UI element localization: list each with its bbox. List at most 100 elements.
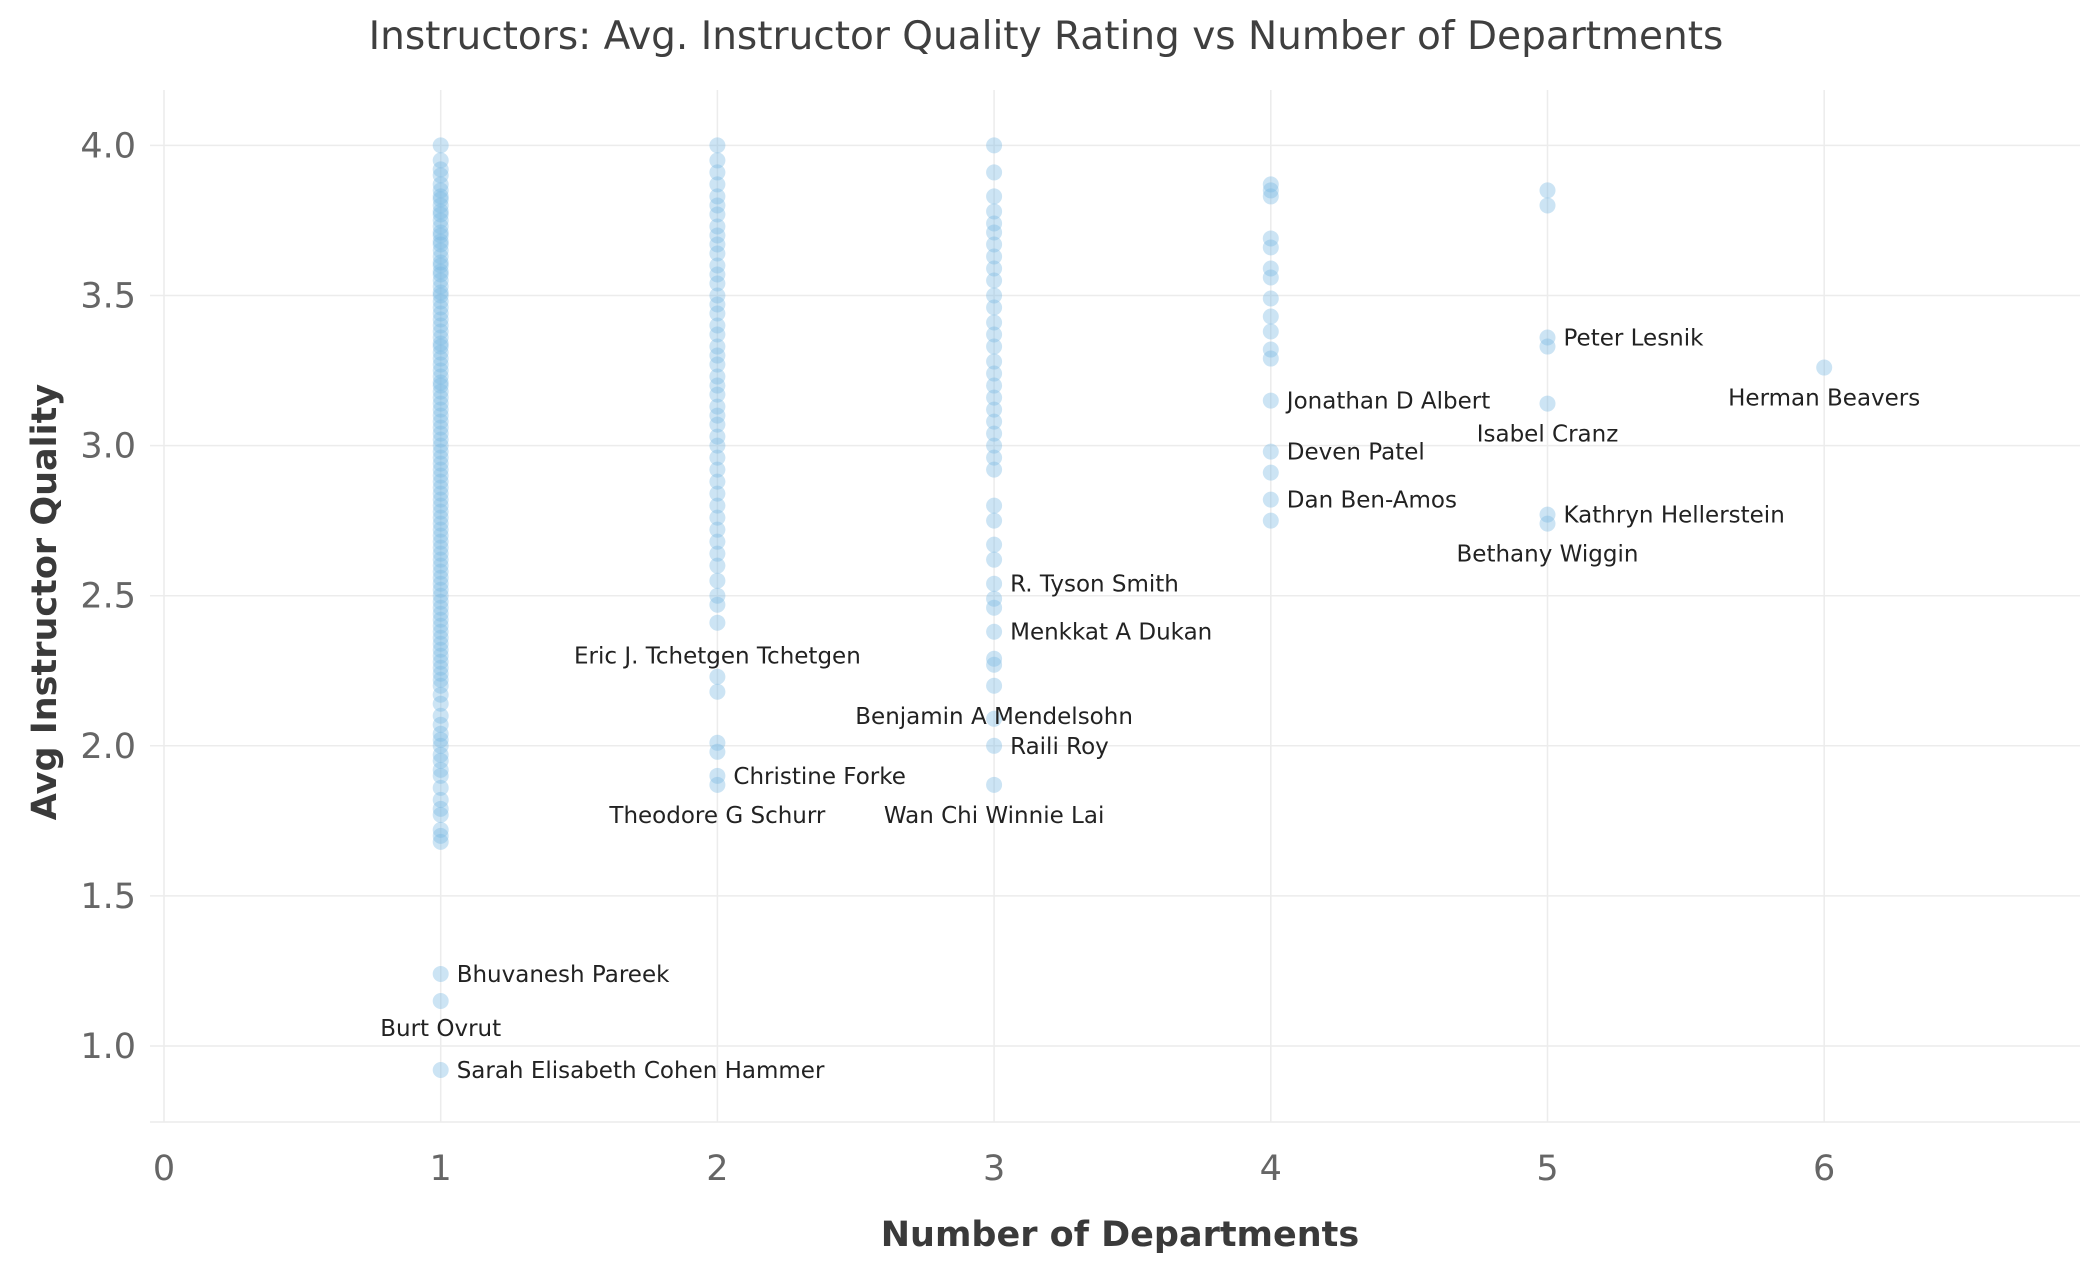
data-point: [432, 833, 449, 850]
data-point: [1262, 269, 1279, 286]
x-tick-label: 2: [706, 1149, 728, 1189]
data-point: [432, 431, 449, 448]
data-point: [432, 761, 449, 778]
data-point: [709, 416, 726, 433]
data-point: [986, 599, 1003, 616]
data-point: [432, 425, 449, 442]
x-axis-label: Number of Departments: [881, 1215, 1360, 1255]
data-point: [432, 467, 449, 484]
data-point: [709, 377, 726, 394]
point-label: R. Tyson Smith: [1010, 572, 1179, 598]
x-tick-label: 0: [153, 1149, 175, 1189]
data-point: [432, 707, 449, 724]
data-point: [432, 461, 449, 478]
point-label: Bhuvanesh Pareek: [457, 962, 670, 988]
data-point: [986, 314, 1003, 331]
data-point: [432, 677, 449, 694]
data-point: [1262, 491, 1279, 508]
data-point: [986, 737, 1003, 754]
data-point: [432, 623, 449, 640]
data-point: [709, 206, 726, 223]
data-point: [432, 395, 449, 412]
data-point: [432, 806, 449, 823]
data-point: [986, 164, 1003, 181]
data-point: [986, 272, 1003, 289]
data-point: [432, 206, 449, 223]
data-point: [1539, 395, 1556, 412]
point-label: Wan Chi Winnie Lai: [884, 803, 1105, 829]
data-point: [1262, 392, 1279, 409]
data-point: [986, 326, 1003, 343]
data-point: [986, 536, 1003, 553]
data-point: [432, 236, 449, 253]
data-point: [432, 374, 449, 391]
data-point: [432, 779, 449, 796]
data-point: [432, 563, 449, 580]
data-point: [432, 965, 449, 982]
point-label: Dan Ben-Amos: [1287, 488, 1457, 514]
data-point: [432, 188, 449, 205]
data-point: [432, 401, 449, 418]
y-tick-label: 2.5: [80, 577, 136, 617]
data-point: [432, 485, 449, 502]
data-point: [986, 137, 1003, 154]
point-label: Raili Roy: [1010, 734, 1109, 760]
data-point: [432, 284, 449, 301]
data-point: [709, 164, 726, 181]
point-label: Herman Beavers: [1728, 386, 1920, 412]
chart-title: Instructors: Avg. Instructor Quality Rat…: [368, 14, 1724, 59]
data-point: [709, 266, 726, 283]
grid-layer: [150, 90, 2080, 1123]
data-point: [432, 323, 449, 340]
data-point: [709, 176, 726, 193]
data-point: [986, 776, 1003, 793]
data-point: [432, 992, 449, 1009]
data-point: [432, 1062, 449, 1079]
data-point: [709, 236, 726, 253]
data-point: [432, 545, 449, 562]
data-point: [432, 329, 449, 346]
data-point: [709, 668, 726, 685]
data-point: [986, 287, 1003, 304]
y-tick-label: 3.5: [80, 277, 136, 317]
data-point: [432, 263, 449, 280]
data-point: [432, 443, 449, 460]
point-label: Kathryn Hellerstein: [1564, 503, 1785, 529]
data-point: [432, 752, 449, 769]
data-point: [432, 497, 449, 514]
data-point: [709, 188, 726, 205]
data-point: [1262, 260, 1279, 277]
data-point: [986, 401, 1003, 418]
x-tick-label: 1: [430, 1149, 452, 1189]
data-point: [709, 776, 726, 793]
data-point: [709, 533, 726, 550]
data-point: [986, 590, 1003, 607]
data-point: [432, 473, 449, 490]
y-tick-label: 1.5: [80, 877, 136, 917]
data-point: [432, 176, 449, 193]
point-label: Sarah Elisabeth Cohen Hammer: [457, 1058, 825, 1084]
data-point: [432, 587, 449, 604]
data-point: [432, 653, 449, 670]
data-point: [432, 356, 449, 373]
data-point: [432, 575, 449, 592]
data-point: [709, 509, 726, 526]
data-point: [1262, 182, 1279, 199]
data-point: [986, 437, 1003, 454]
data-point: [432, 725, 449, 742]
data-point: [432, 659, 449, 676]
data-point: [432, 266, 449, 283]
data-point: [432, 695, 449, 712]
data-point: [1816, 359, 1833, 376]
data-point: [1262, 464, 1279, 481]
data-point: [432, 182, 449, 199]
data-point: [1539, 182, 1556, 199]
data-point: [1262, 308, 1279, 325]
data-point: [1539, 506, 1556, 523]
data-point: [432, 212, 449, 229]
x-tick-label: 4: [1260, 1149, 1282, 1189]
data-point: [709, 137, 726, 154]
data-point: [986, 551, 1003, 568]
data-point: [432, 197, 449, 214]
